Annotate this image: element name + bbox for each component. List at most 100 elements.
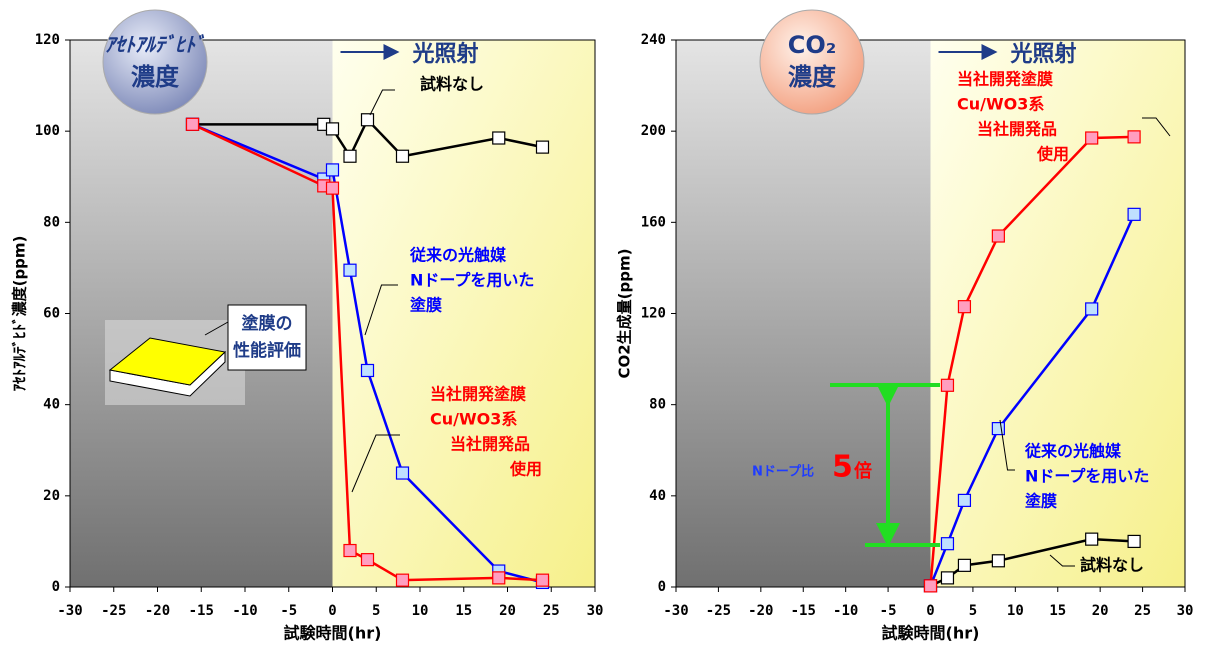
y-tick-label: 60 [43,306,60,322]
x-tick-label: -30 [57,603,82,619]
light-region [332,40,595,587]
ratio-value: 5 [832,450,853,485]
data-point [1085,302,1099,316]
leader-line [364,284,398,336]
x-tick-label: -25 [101,603,126,619]
x-tick-label: -25 [706,603,731,619]
y-tick-label: 100 [35,123,60,139]
annotation: Nドープを用いた [1025,467,1149,486]
leader-line [351,434,400,493]
y-tick-label: 120 [35,32,60,48]
data-point [395,149,410,163]
x-tick-label: -10 [833,603,858,619]
y-tick-label: 0 [52,579,60,595]
y-tick-label: 240 [641,32,666,48]
leader-line [1142,117,1171,137]
data-point [1085,532,1099,546]
data-point [185,117,200,131]
data-point [343,149,357,163]
data-point [1085,131,1099,145]
x-tick-label: 20 [499,603,516,619]
data-point [923,579,938,593]
inset-leader [204,321,229,336]
series-line [929,213,1136,587]
y-tick-label: 20 [43,488,60,504]
data-point [360,553,375,567]
x-tick-label: 30 [587,603,604,619]
data-point [940,378,955,392]
light-label: 光照射 [412,41,479,67]
inset-label: 塗膜の [242,313,293,334]
annotation: Cu/WO3系 [430,410,517,429]
x-tick-label: -15 [791,603,816,619]
inset-label: 性能評価 [233,340,301,361]
x-tick-label: 25 [1134,603,1151,619]
x-tick-label: 5 [969,603,977,619]
y-tick-label: 80 [649,397,666,413]
light-region [930,40,1185,587]
x-tick-label: -5 [880,603,897,619]
data-point [940,537,955,551]
inset-box [227,304,307,371]
x-tick-label: 15 [1049,603,1066,619]
data-point [991,554,1005,568]
data-point [991,421,1005,436]
y-tick-label: 160 [641,214,666,230]
leader-line [1049,554,1075,567]
x-tick-label: -20 [145,603,170,619]
data-point [360,363,375,378]
data-point [535,140,550,154]
data-point [1127,207,1141,221]
data-point [395,466,410,480]
data-point [957,558,972,572]
annotation: 試料なし [1080,556,1144,575]
annotation: 塗膜 [1025,492,1057,511]
x-tick-label: 20 [1092,603,1109,619]
y-axis-label: ｱｾﾄｱﾙﾃﾞﾋﾄﾞ濃度(ppm) [11,236,29,392]
x-tick-label: 0 [328,603,336,619]
annotation: 使用 [1036,145,1069,164]
x-tick-label: 25 [543,603,560,619]
annotation: 従来の光触媒 [409,246,507,265]
data-point [957,493,972,507]
annotation: 試料なし [420,75,484,94]
data-point [940,571,955,585]
data-point [325,181,340,195]
x-tick-label: 5 [372,603,380,619]
badge-line: CO₂ [788,31,837,59]
ratio-label: Nドープ比 [752,464,814,480]
series-line [929,135,1135,586]
data-point [535,573,550,587]
coating-top [108,337,227,386]
x-tick-label: -20 [748,603,773,619]
annotation: 従来の光触媒 [1024,442,1122,461]
data-point [1127,130,1141,144]
y-tick-label: 0 [658,579,666,595]
data-point [343,263,357,277]
x-tick-label: 10 [1007,603,1024,619]
leader-line [999,419,1015,471]
x-tick-label: 15 [455,603,472,619]
x-axis-label: 試験時間(hr) [284,624,382,643]
pre-light-region [676,40,931,587]
annotation: 塗膜 [410,296,442,315]
annotation: 当社開発品 [450,435,530,454]
data-point [325,163,340,177]
y-tick-label: 200 [641,123,666,139]
leader-line [369,89,395,116]
badge-line: 濃度 [131,63,180,91]
x-tick-label: 30 [1177,603,1194,619]
data-point [991,229,1005,243]
badge [759,9,865,115]
data-point [395,573,410,587]
light-label: 光照射 [1010,41,1077,67]
annotation: Nドープを用いた [410,271,534,290]
x-tick-label: 0 [926,603,934,619]
data-point [360,113,375,127]
badge-line: 濃度 [788,63,837,91]
x-tick-label: 10 [412,603,429,619]
data-point [1127,534,1141,549]
x-tick-label: -10 [232,603,257,619]
badge-line: ｱｾﾄｱﾙﾃﾞﾋﾄﾞ [105,33,205,57]
